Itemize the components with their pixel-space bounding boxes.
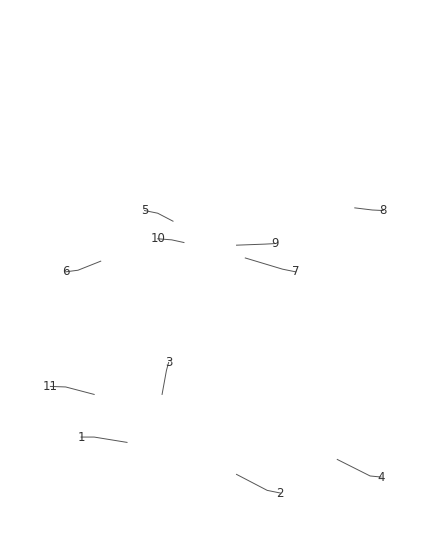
Text: 7: 7	[292, 265, 300, 278]
Text: 11: 11	[43, 380, 58, 393]
Text: 4: 4	[377, 471, 385, 483]
Text: 1: 1	[77, 431, 85, 443]
Text: 3: 3	[165, 356, 172, 369]
Text: 9: 9	[271, 237, 279, 250]
Text: 8: 8	[380, 204, 387, 217]
Text: 2: 2	[276, 487, 284, 499]
Text: 6: 6	[62, 265, 70, 278]
Text: 10: 10	[150, 232, 165, 245]
Text: 5: 5	[141, 204, 148, 217]
